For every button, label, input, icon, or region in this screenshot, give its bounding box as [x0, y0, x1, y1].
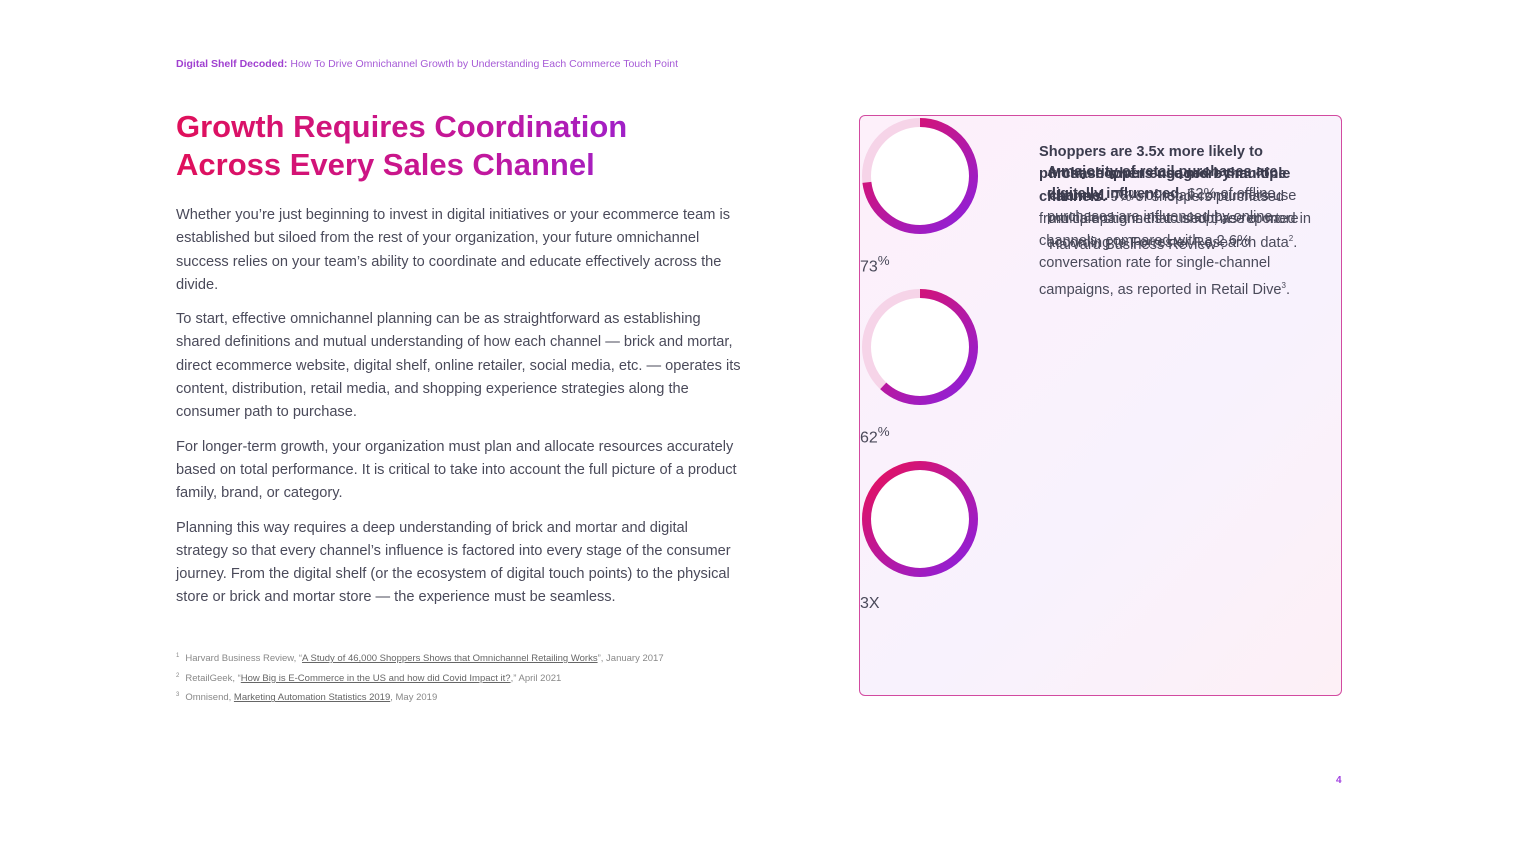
- footnote: 1 Harvard Business Review, “A Study of 46…: [176, 648, 664, 668]
- footnotes: 1 Harvard Business Review, “A Study of 46…: [176, 648, 664, 707]
- stat-bold: A majority of retail purchases are digit…: [1047, 164, 1278, 203]
- stat-value: 3X: [860, 594, 880, 612]
- footnote-link[interactable]: Marketing Automation Statistics 2019: [233, 692, 391, 704]
- footnote-number: 1: [176, 653, 180, 659]
- body-text: Whether you’re just beginning to invest …: [176, 204, 742, 621]
- footnote: 2 RetailGeek, “How Big is E-Commerce in t…: [176, 668, 664, 688]
- footnote-number: 2: [176, 672, 180, 679]
- stat-footnote-ref: 3: [1281, 280, 1286, 290]
- stat-text: A majority of retail purchases are digit…: [1047, 161, 1315, 254]
- page-number: 4: [1336, 775, 1342, 786]
- title-line: Growth Requires Coordination: [176, 109, 628, 144]
- header-bold: Digital Shelf Decoded:: [176, 58, 288, 70]
- stat-desc: 73% of retail consumers use multiple cha…: [1049, 188, 1312, 253]
- stat-end: .: [1286, 281, 1291, 298]
- footnote-link[interactable]: How Big is E-Commerce in the US and how …: [240, 672, 511, 684]
- stat-desc: 9% of shoppers purchased from campaigns …: [1039, 188, 1299, 298]
- footnote-text: , May 2019: [390, 692, 438, 704]
- footnote-number: 3: [176, 692, 180, 699]
- stat-footnote-ref: 2: [1288, 233, 1294, 243]
- footnote-text: Omnisend,: [185, 692, 234, 704]
- stat-footnote-ref: 1: [1216, 235, 1221, 245]
- stat-unit: %: [877, 424, 890, 440]
- paragraph: For longer-term growth, your organizatio…: [176, 438, 737, 502]
- footnote-text: ,” April 2021: [510, 672, 562, 684]
- footnote-link[interactable]: A Study of 46,000 Shoppers Shows that Om…: [302, 653, 598, 665]
- footnote: 3 Omnisend, Marketing Automation Statisti…: [176, 687, 664, 707]
- footnote-text: RetailGeek, “: [185, 672, 241, 684]
- stat-row: 62% A majority of retail purchases are di…: [860, 164, 1341, 458]
- stat-text: Most shoppers use more than one channel.…: [1049, 163, 1317, 256]
- running-header: Digital Shelf Decoded: How To Drive Omni…: [176, 58, 678, 70]
- stat-number: 62%: [860, 412, 1341, 458]
- stat-text: Shoppers are 3.5x more likely to purchas…: [1039, 141, 1309, 301]
- header-text: How To Drive Omnichannel Growth by Under…: [287, 58, 679, 70]
- stat-unit: %: [877, 253, 890, 268]
- stat-row: 73% Most shoppers use more than one chann…: [860, 116, 1341, 287]
- stat-row: 3X Shoppers are 3.5x more likely to purch…: [860, 144, 1341, 624]
- stat-end: .: [1293, 234, 1298, 251]
- stat-number: 3X: [860, 584, 1341, 624]
- stat-value: 73: [860, 258, 878, 276]
- stats-card: 73% Most shoppers use more than one chann…: [859, 115, 1342, 696]
- paragraph: To start, effective omnichannel planning…: [176, 311, 741, 421]
- stat-number: 73%: [860, 241, 1341, 287]
- stat-bold: Shoppers are 3.5x more likely to purchas…: [1039, 144, 1291, 205]
- title-line: Across Every Sales Channel: [176, 147, 595, 182]
- paragraph: Whether you’re just beginning to invest …: [176, 207, 731, 293]
- footnote-text: ”, January 2017: [597, 653, 664, 665]
- ring: [862, 289, 978, 406]
- paragraph: Planning this way requires a deep unders…: [176, 519, 731, 606]
- ring: [862, 460, 978, 577]
- ring-arc: [862, 289, 978, 406]
- ring-arc: [862, 460, 978, 577]
- stat-bold: Most shoppers use more than one channel.: [1049, 166, 1287, 205]
- stat-end: .: [1220, 236, 1225, 253]
- ring: [862, 118, 978, 234]
- title: Growth Requires Coordination Across Every…: [176, 108, 627, 184]
- stat-desc: 62% of offline purchases are influenced …: [1047, 186, 1289, 251]
- ring-arc: [862, 118, 978, 234]
- footnote-text: Harvard Business Review, “: [185, 653, 303, 665]
- stat-value: 62: [860, 429, 878, 447]
